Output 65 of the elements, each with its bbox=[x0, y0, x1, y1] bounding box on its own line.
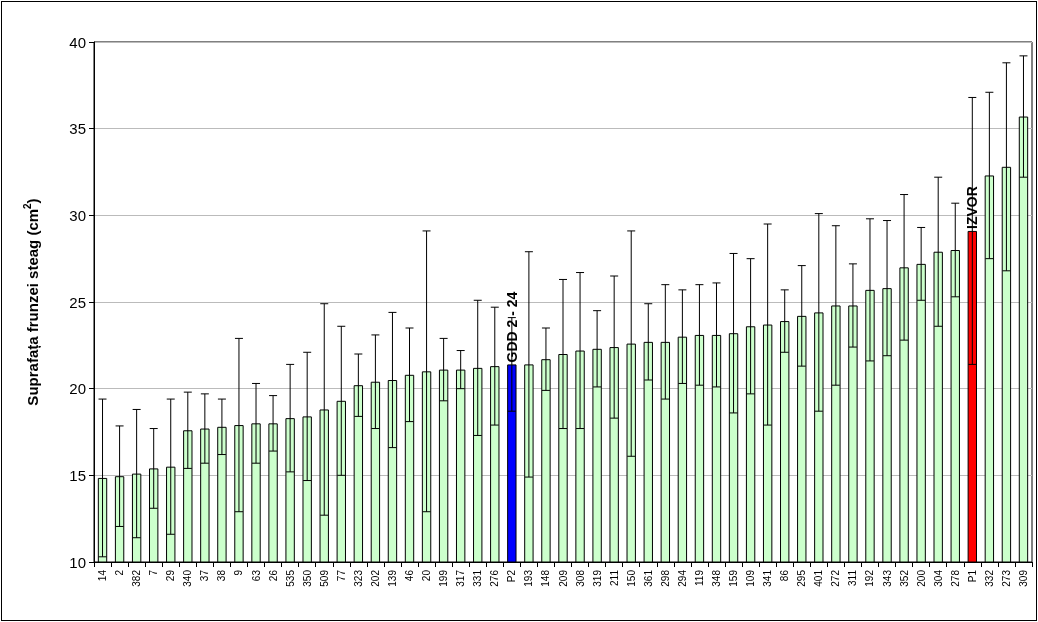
x-tick-label: 211 bbox=[608, 569, 620, 586]
x-tick-label: 340 bbox=[182, 569, 194, 587]
x-tick-label: P1 bbox=[966, 569, 978, 583]
x-tick-label: 7 bbox=[148, 569, 160, 576]
x-tick-label: P2 bbox=[506, 569, 518, 583]
x-tick-label: 86 bbox=[779, 569, 791, 582]
annotation: IZVOR bbox=[964, 186, 981, 229]
x-tick-label: 29 bbox=[165, 569, 177, 582]
y-tick-label: 40 bbox=[69, 33, 86, 51]
y-axis-title: Suprafața frunzei steag (cm2) bbox=[21, 198, 41, 406]
x-tick-label: 14 bbox=[97, 569, 109, 582]
x-tick-label: 317 bbox=[455, 569, 467, 587]
x-tick-label: 192 bbox=[864, 569, 876, 587]
x-tick-label: 209 bbox=[557, 569, 569, 587]
x-tick-label: 273 bbox=[1000, 569, 1012, 587]
y-tick-label: 15 bbox=[69, 466, 86, 484]
x-tick-label: 332 bbox=[983, 569, 995, 587]
x-tick-label: 139 bbox=[386, 569, 398, 587]
x-tick-label: 148 bbox=[540, 569, 552, 587]
x-tick-label: 150 bbox=[625, 569, 637, 587]
x-tick-label: 309 bbox=[1017, 569, 1029, 587]
y-tick-label: 25 bbox=[69, 293, 86, 311]
x-tick-label: 331 bbox=[472, 569, 484, 587]
annotation: GDD 2 - 24 bbox=[503, 291, 520, 363]
x-tick-label: 308 bbox=[574, 569, 586, 587]
x-tick-label: 77 bbox=[335, 569, 347, 582]
x-tick-label: 348 bbox=[710, 569, 722, 587]
x-tick-label: 298 bbox=[659, 569, 671, 587]
x-tick-label: 46 bbox=[404, 569, 416, 582]
x-tick-label: 2 bbox=[114, 569, 126, 576]
x-tick-label: 535 bbox=[284, 569, 296, 587]
x-tick-label: 295 bbox=[796, 569, 808, 587]
x-tick-label: 9 bbox=[233, 569, 245, 576]
y-tick-label: 30 bbox=[69, 206, 86, 224]
x-tick-label: 304 bbox=[932, 569, 944, 587]
x-tick-label: 294 bbox=[676, 569, 688, 587]
x-tick-label: 38 bbox=[216, 569, 228, 582]
x-tick-label: 199 bbox=[438, 569, 450, 587]
x-tick-label: 382 bbox=[131, 569, 143, 587]
y-tick-label: 20 bbox=[69, 380, 86, 398]
x-tick-label: 20 bbox=[421, 569, 433, 582]
x-tick-label: 361 bbox=[642, 569, 654, 587]
x-tick-label: 278 bbox=[949, 569, 961, 587]
x-tick-label: 343 bbox=[881, 569, 893, 587]
x-tick-label: 159 bbox=[728, 569, 740, 587]
x-tick-label: 200 bbox=[915, 569, 927, 587]
x-tick-label: 401 bbox=[813, 569, 825, 587]
x-tick-label: 276 bbox=[489, 569, 501, 587]
x-tick-label: 311 bbox=[847, 569, 859, 586]
x-tick-label: 109 bbox=[745, 569, 757, 587]
x-tick-label: 319 bbox=[591, 569, 603, 587]
x-tick-label: 63 bbox=[250, 569, 262, 582]
x-tick-label: 119 bbox=[693, 569, 705, 586]
x-tick-label: 341 bbox=[762, 569, 774, 587]
x-tick-label: 350 bbox=[301, 569, 313, 587]
x-tick-label: 193 bbox=[523, 569, 535, 587]
x-tick-label: 26 bbox=[267, 569, 279, 582]
x-tick-label: 202 bbox=[369, 569, 381, 587]
x-tick-label: 323 bbox=[352, 569, 364, 587]
x-tick-label: 37 bbox=[199, 569, 211, 582]
x-tick-label: 352 bbox=[898, 569, 910, 587]
x-tick-label: 272 bbox=[830, 569, 842, 587]
x-tick-label: 509 bbox=[318, 569, 330, 587]
y-tick-label: 35 bbox=[69, 120, 86, 138]
y-tick-label: 10 bbox=[69, 553, 86, 571]
